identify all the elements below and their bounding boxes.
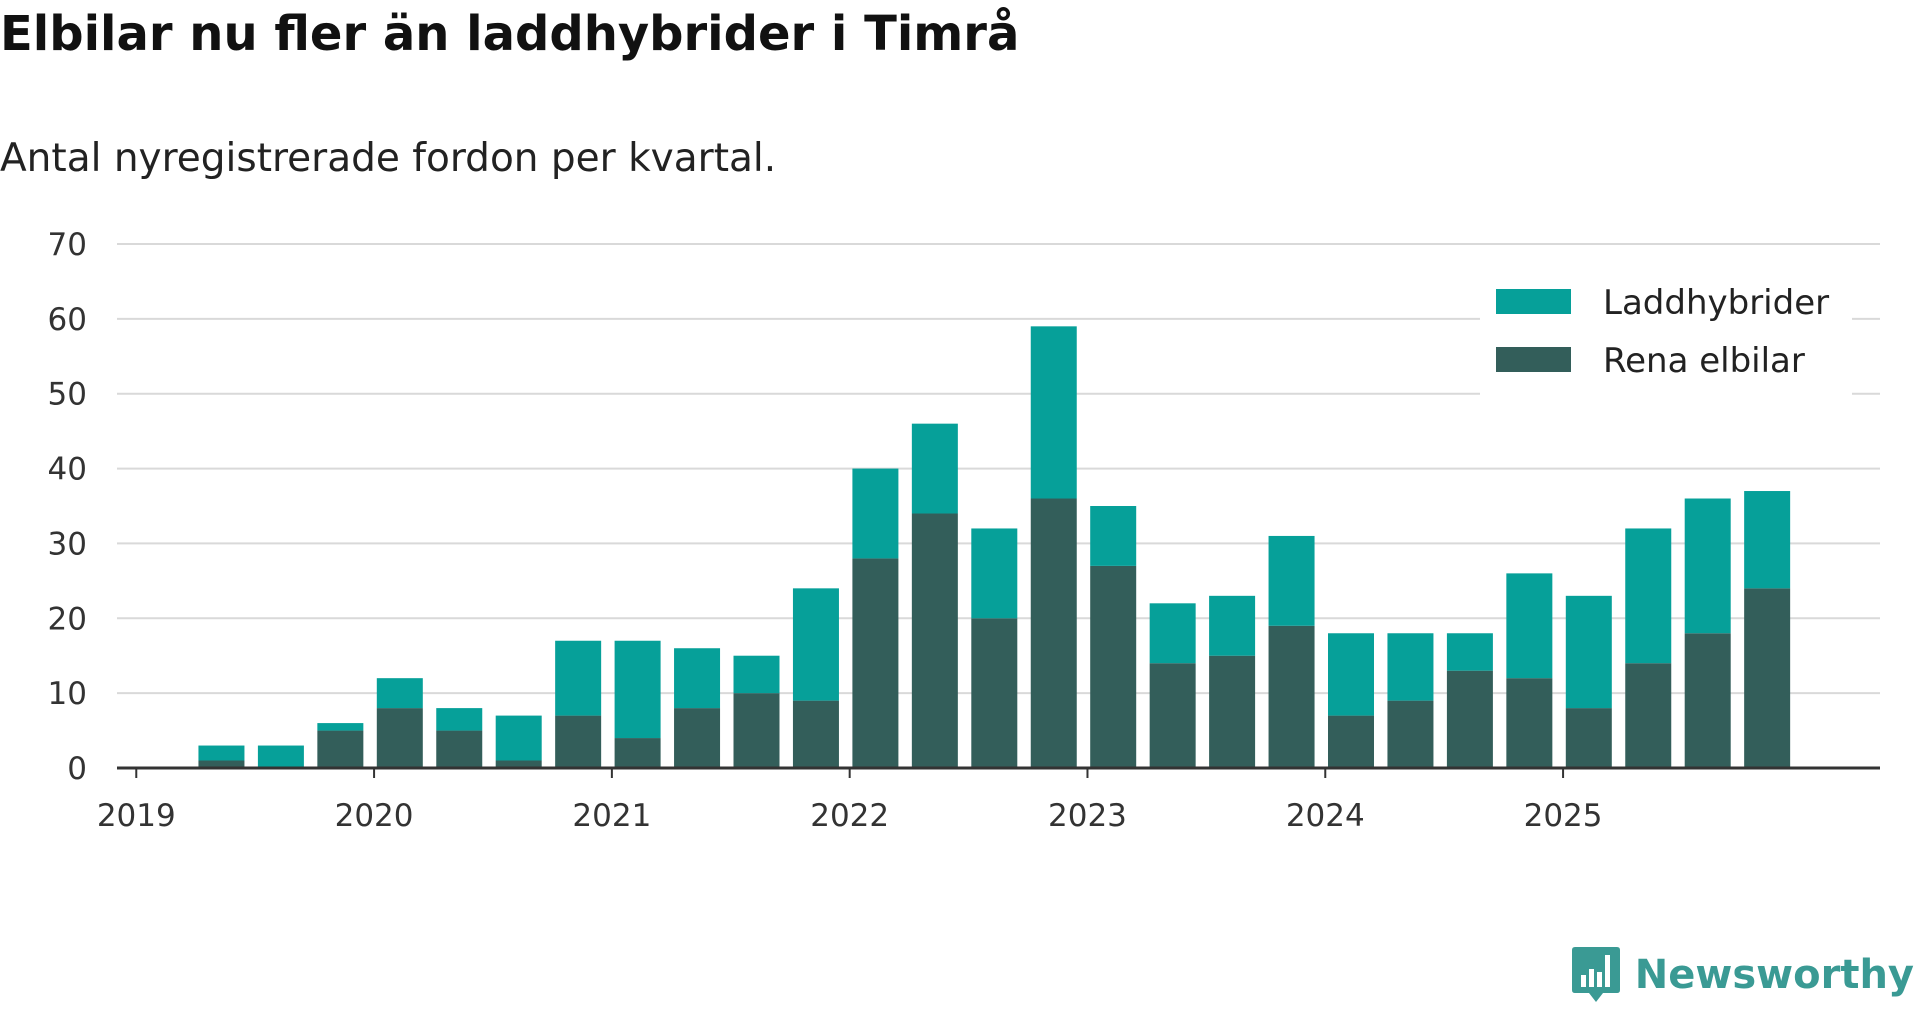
bar-rena-elbilar-14 <box>971 618 1018 768</box>
x-tick-label-2024: 2024 <box>1286 798 1365 834</box>
x-tick-label-2023: 2023 <box>1048 798 1127 834</box>
bar-rena-elbilar-10 <box>733 693 780 768</box>
x-tick-label-2025: 2025 <box>1524 798 1603 834</box>
bar-rena-elbilar-17 <box>1149 663 1196 768</box>
chart-title: Elbilar nu fler än laddhybrider i Timrå <box>0 6 1020 62</box>
bar-laddhybrider-12 <box>852 468 899 559</box>
bar-laddhybrider-10 <box>733 655 780 694</box>
bar-laddhybrider-18 <box>1209 595 1256 656</box>
bar-laddhybrider-7 <box>555 640 602 716</box>
bar-laddhybrider-4 <box>376 678 423 709</box>
chart-subtitle: Antal nyregistrerade fordon per kvartal. <box>0 136 777 181</box>
y-tick-label-40: 40 <box>48 452 87 488</box>
bar-rena-elbilar-25 <box>1625 663 1672 768</box>
bar-laddhybrider-26 <box>1684 498 1731 634</box>
bar-laddhybrider-17 <box>1149 603 1196 664</box>
bar-laddhybrider-24 <box>1565 595 1612 709</box>
y-tick-label-0: 0 <box>67 751 87 787</box>
bar-rena-elbilar-4 <box>376 708 423 768</box>
bar-rena-elbilar-1 <box>198 760 245 768</box>
bar-laddhybrider-21 <box>1387 633 1434 701</box>
legend-swatch-rena-elbilar <box>1496 347 1571 372</box>
bar-laddhybrider-22 <box>1446 633 1493 671</box>
bar-rena-elbilar-13 <box>911 513 958 768</box>
bar-laddhybrider-11 <box>792 588 839 701</box>
bar-laddhybrider-5 <box>436 708 483 731</box>
legend: Laddhybrider Rena elbilar <box>1480 272 1852 396</box>
bars <box>198 326 1791 768</box>
bar-rena-elbilar-22 <box>1446 670 1493 768</box>
bar-rena-elbilar-19 <box>1268 625 1315 768</box>
bar-rena-elbilar-21 <box>1387 700 1434 768</box>
bar-rena-elbilar-6 <box>495 760 542 768</box>
y-tick-label-60: 60 <box>48 302 87 338</box>
bar-rena-elbilar-18 <box>1209 655 1256 768</box>
axes: 0 10 20 30 40 50 60 70 2019 2020 2021 2022 2023 2024 2… <box>48 227 1880 834</box>
y-tick-label-30: 30 <box>48 526 87 562</box>
bar-rena-elbilar-3 <box>317 730 364 768</box>
x-tick-label-2019: 2019 <box>97 798 176 834</box>
bar-laddhybrider-6 <box>495 715 542 761</box>
bar-rena-elbilar-8 <box>614 738 661 768</box>
bar-rena-elbilar-15 <box>1030 498 1077 768</box>
bar-rena-elbilar-27 <box>1744 588 1791 768</box>
bar-laddhybrider-13 <box>911 423 958 514</box>
y-tick-label-20: 20 <box>48 601 87 637</box>
bar-laddhybrider-9 <box>674 648 721 709</box>
legend-swatch-laddhybrider <box>1496 289 1571 314</box>
y-tick-label-50: 50 <box>48 377 87 413</box>
legend-label-laddhybrider: Laddhybrider <box>1603 283 1829 323</box>
bar-rena-elbilar-20 <box>1328 715 1374 768</box>
bar-rena-elbilar-7 <box>555 715 602 768</box>
bar-laddhybrider-19 <box>1268 535 1315 626</box>
bar-rena-elbilar-16 <box>1090 565 1137 768</box>
bar-rena-elbilar-26 <box>1684 633 1731 768</box>
bar-laddhybrider-23 <box>1506 573 1553 679</box>
bar-laddhybrider-16 <box>1090 506 1137 566</box>
bar-rena-elbilar-23 <box>1506 678 1553 768</box>
bar-laddhybrider-20 <box>1328 633 1374 716</box>
bar-laddhybrider-25 <box>1625 528 1672 664</box>
bar-rena-elbilar-11 <box>792 700 839 768</box>
bar-laddhybrider-14 <box>971 528 1018 619</box>
newsworthy-logo-icon <box>1571 947 1620 1002</box>
bar-laddhybrider-8 <box>614 640 661 739</box>
y-tick-label-70: 70 <box>48 227 87 263</box>
bar-rena-elbilar-9 <box>674 708 721 768</box>
x-tick-label-2020: 2020 <box>335 798 414 834</box>
bar-rena-elbilar-24 <box>1565 708 1612 768</box>
y-tick-label-10: 10 <box>48 676 87 712</box>
bar-laddhybrider-3 <box>317 723 364 731</box>
brand-logo: Newsworthy <box>1571 940 1914 1010</box>
bar-rena-elbilar-12 <box>852 558 899 768</box>
x-tick-label-2022: 2022 <box>810 798 889 834</box>
x-tick-label-2021: 2021 <box>572 798 651 834</box>
bar-laddhybrider-27 <box>1744 491 1791 589</box>
bar-laddhybrider-2 <box>257 745 304 768</box>
bar-rena-elbilar-5 <box>436 730 483 768</box>
bar-laddhybrider-15 <box>1030 326 1077 499</box>
brand-name: Newsworthy <box>1634 952 1914 998</box>
bar-laddhybrider-1 <box>198 745 245 761</box>
legend-label-rena-elbilar: Rena elbilar <box>1603 341 1805 381</box>
